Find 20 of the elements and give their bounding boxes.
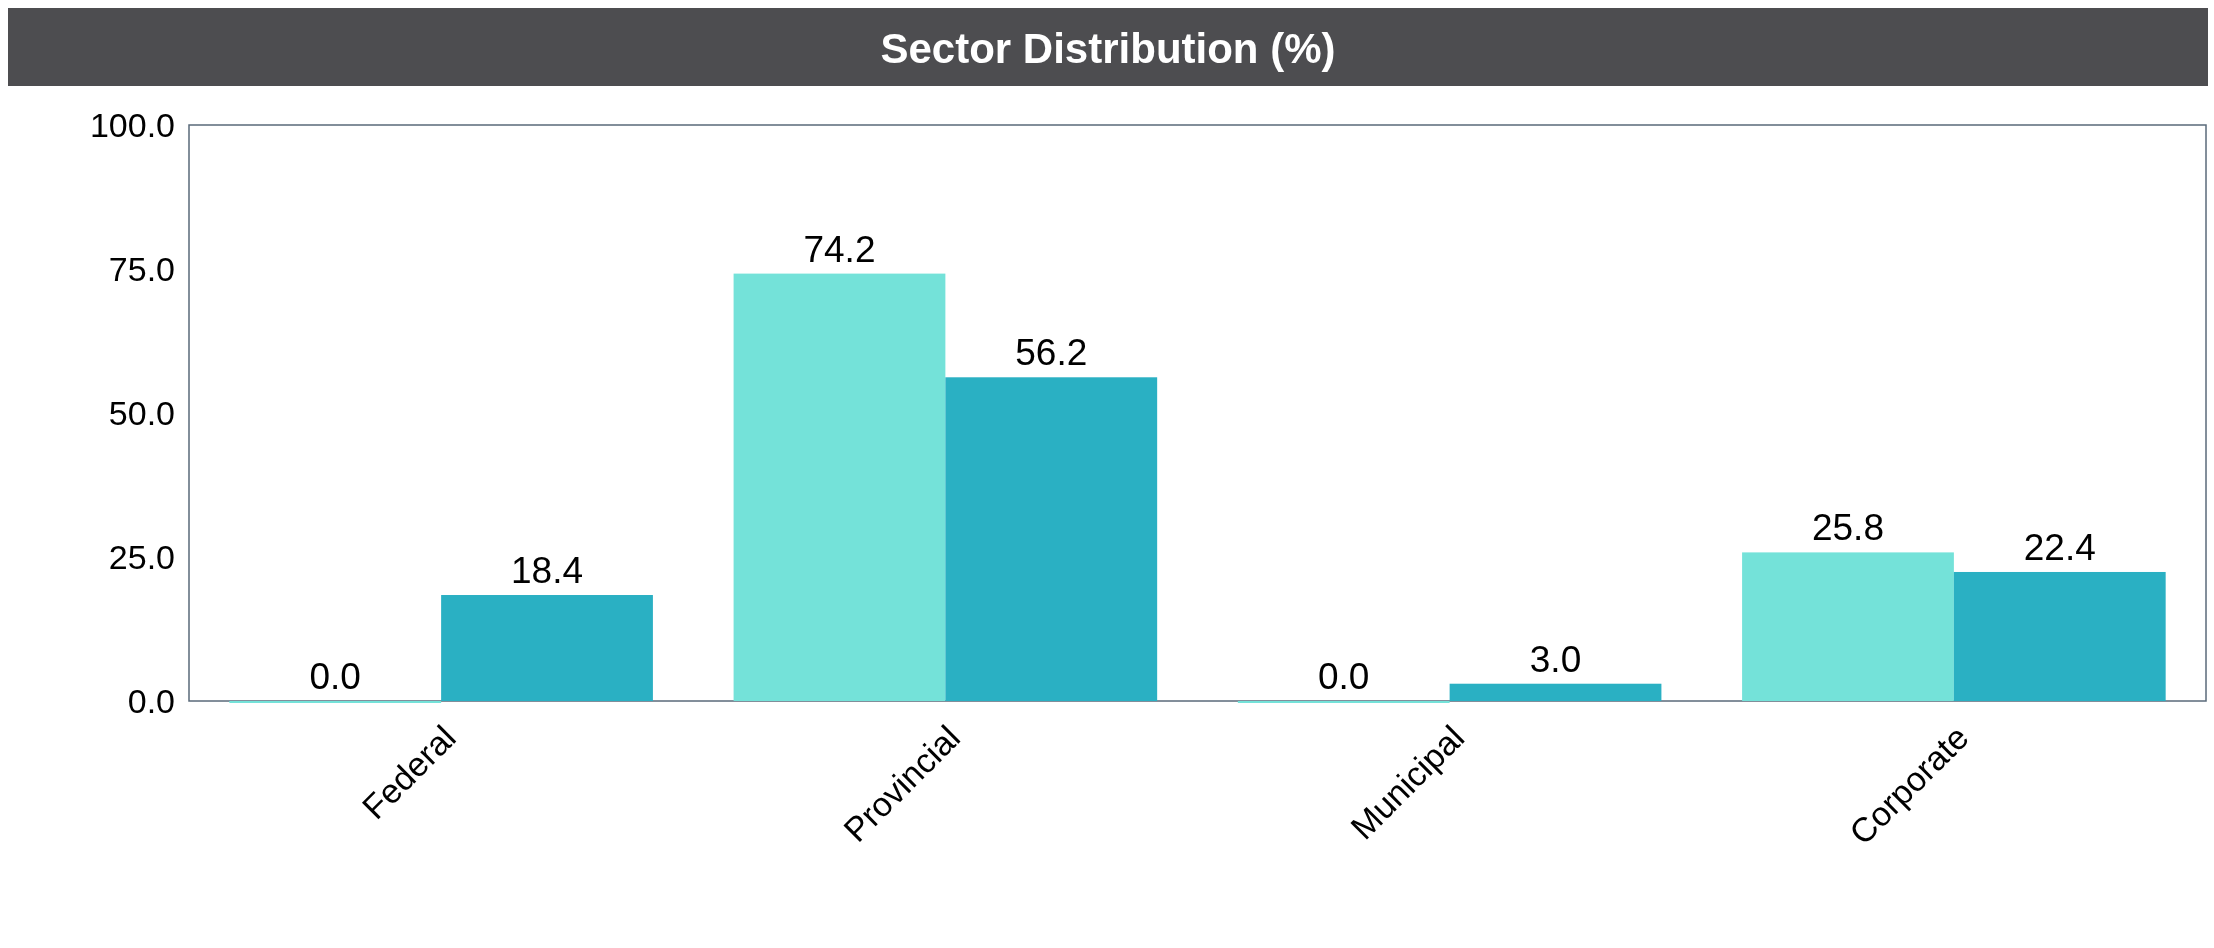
y-tick-label: 25.0 (108, 537, 175, 576)
data-label: 0.0 (309, 656, 361, 697)
data-label: 0.0 (1318, 656, 1370, 697)
bar (945, 377, 1158, 701)
data-label: 22.4 (2023, 526, 2096, 568)
y-tick-label: 75.0 (108, 249, 175, 288)
y-tick-label: 0.0 (127, 681, 175, 720)
bar (1953, 571, 2166, 701)
data-label: 74.2 (803, 228, 876, 270)
bar (733, 273, 946, 701)
bar (1742, 552, 1954, 701)
y-tick-label: 50.0 (108, 393, 175, 432)
chart-title: Sector Distribution (%) (880, 25, 1336, 72)
data-label: 25.8 (1811, 507, 1884, 549)
bar (441, 595, 653, 701)
data-label: 18.4 (511, 550, 584, 592)
bar (1449, 683, 1662, 701)
data-label: 56.2 (1015, 332, 1088, 374)
data-label: 3.0 (1529, 638, 1582, 680)
y-tick-label: 100.0 (89, 105, 175, 144)
